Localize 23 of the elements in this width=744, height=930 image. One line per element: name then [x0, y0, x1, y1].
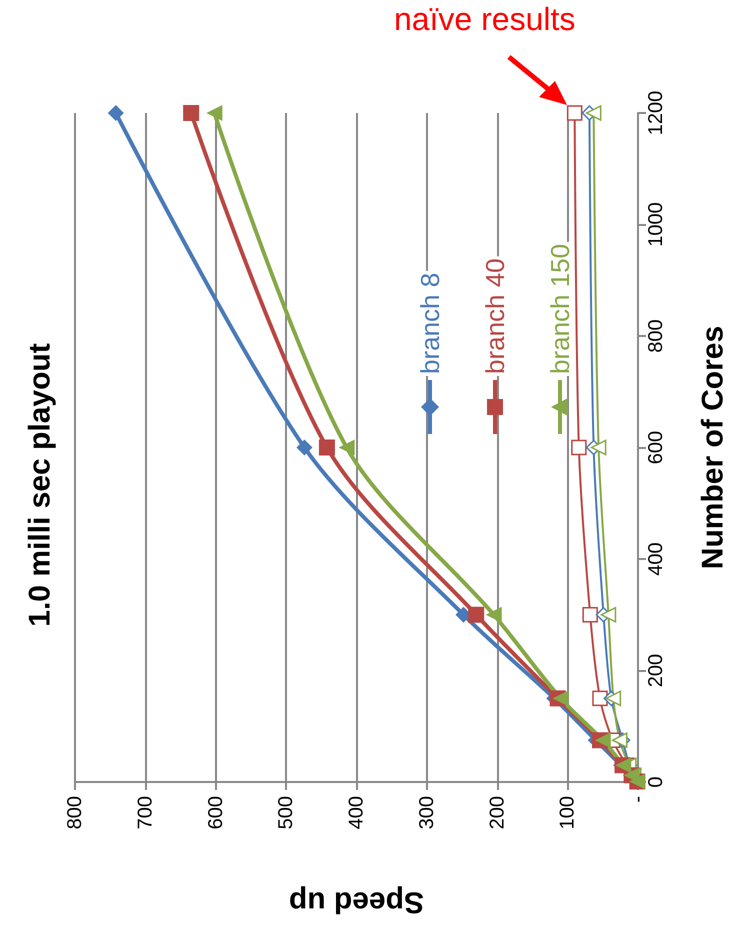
y-tick-label: 800	[645, 319, 667, 353]
x-tick-label: 800	[64, 796, 86, 830]
x-tick-label: 100	[556, 796, 579, 830]
x-tick-label: 200	[486, 796, 508, 830]
x-tick-label: 300	[416, 796, 438, 830]
text: branch 40	[480, 258, 510, 374]
x-tick-label: 500	[275, 796, 298, 830]
y-axis-title: Number of Cores	[696, 326, 730, 570]
x-tick-label: -	[627, 796, 649, 803]
x-tick-label: 600	[204, 796, 227, 830]
y-tick-label: 600	[645, 430, 667, 464]
y-tick-label: 200	[645, 654, 667, 688]
text: branch 8	[415, 272, 445, 374]
x-axis-title: Speed up	[288, 886, 424, 918]
text: 1.0 milli sec playout	[24, 343, 56, 627]
x-tick-label: 700	[134, 796, 156, 830]
y-tick-label: 400	[645, 542, 667, 576]
annotation: naïve results	[392, 1, 576, 38]
text: branch 150	[545, 244, 575, 374]
y-tick-label: 1000	[645, 202, 667, 247]
y-tick-label: 0	[645, 776, 667, 788]
x-tick-label: 400	[346, 796, 368, 830]
y-tick-label: 1200	[645, 90, 667, 136]
